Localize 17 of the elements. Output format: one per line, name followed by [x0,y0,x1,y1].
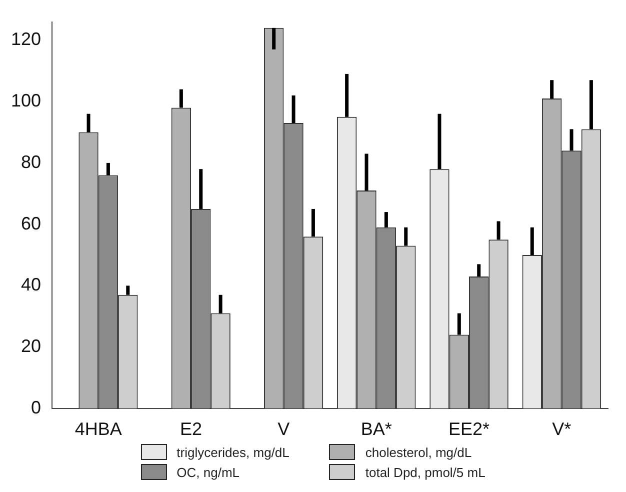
y-tick-label: 20 [21,336,42,356]
legend-label: triglycerides, mg/dL [176,444,290,460]
y-tick-label: 120 [10,29,42,50]
y-tick-label: 0 [31,397,42,418]
x-tick-label: BA* [360,419,392,440]
y-tick-label: 40 [21,274,42,295]
y-tick-label: 100 [10,90,42,111]
y-tick-label: 60 [21,213,42,234]
x-tick-label: V [278,419,290,440]
x-tick-label: 4HBA [74,419,122,440]
y-tick-label: 80 [21,152,42,172]
x-tick-label: E2 [180,419,202,440]
x-tick-label: V* [552,419,572,440]
legend-label: total Dpd, pmol/5 mL [365,464,486,480]
legend-label: cholesterol, mg/dL [365,444,472,460]
legend-label: OC, ng/mL [176,464,240,480]
x-tick-label: EE2* [448,419,490,440]
